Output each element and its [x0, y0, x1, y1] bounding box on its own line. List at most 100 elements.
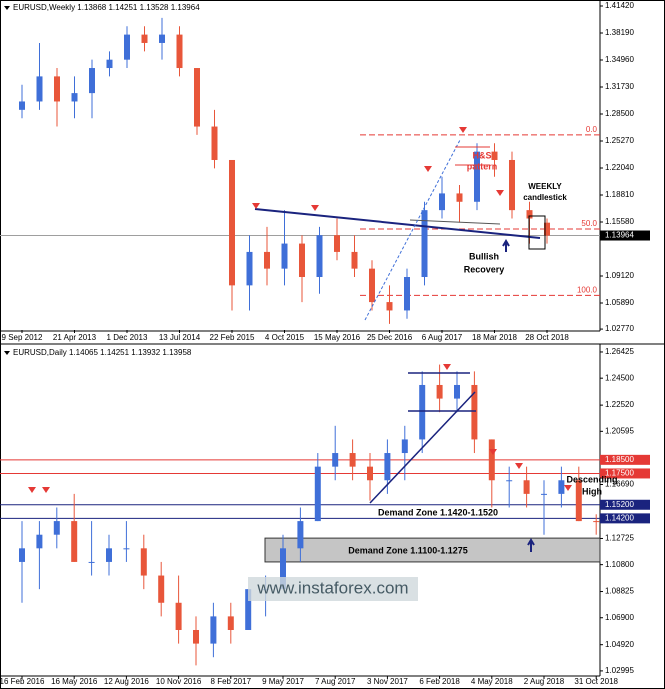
candle-body — [210, 616, 217, 644]
y-tick-label: 1.22040 — [605, 163, 634, 172]
fib-label: 0.0 — [586, 125, 598, 134]
x-tick-label: 12 Aug 2016 — [104, 677, 149, 686]
candle-body — [193, 629, 199, 644]
y-tick-label: 1.26425 — [605, 347, 634, 356]
annotation: H&S — [472, 150, 491, 160]
candle-body — [314, 466, 321, 522]
y-tick-label: 1.18810 — [605, 190, 634, 199]
trend-line — [409, 219, 501, 225]
level-label: 1.15200 — [605, 500, 634, 509]
y-tick-label: 1.28500 — [605, 109, 634, 118]
y-tick-label: 1.16690 — [605, 480, 634, 489]
x-tick-label: 3 Nov 2017 — [367, 677, 408, 686]
x-tick-label: 4 Oct 2015 — [265, 333, 305, 342]
candle-body — [526, 210, 533, 219]
candle-body — [106, 59, 113, 69]
candle-body — [71, 93, 78, 102]
candle-body — [245, 589, 252, 630]
candle-body — [140, 548, 147, 576]
watermark-box — [248, 577, 418, 601]
watermark: www.instaforex.com — [256, 578, 408, 597]
candle-body — [36, 534, 43, 549]
y-tick-label: 1.08825 — [605, 587, 634, 596]
x-tick-label: 15 May 2016 — [314, 333, 361, 342]
level-box — [600, 454, 650, 465]
annotation: WEEKLY — [528, 182, 562, 191]
trend-line — [364, 139, 461, 321]
neckline — [254, 208, 541, 239]
candle-body — [491, 151, 498, 160]
x-tick-label: 28 Oct 2018 — [525, 333, 569, 342]
annotation: High — [582, 486, 602, 496]
candle-body — [141, 34, 148, 43]
title-icon — [4, 351, 10, 355]
candle-body — [593, 521, 600, 523]
arrow — [527, 538, 535, 552]
x-tick-label: 6 Aug 2017 — [422, 333, 463, 342]
x-tick-label: 10 Nov 2016 — [156, 677, 202, 686]
price-label: 1.13964 — [605, 231, 634, 240]
fib-label: 50.0 — [581, 219, 597, 228]
y-tick-label: 1.09120 — [605, 271, 634, 280]
annotation: Recovery — [464, 264, 505, 274]
candle-body — [456, 193, 463, 202]
annotation: Descending — [566, 474, 617, 484]
y-tick-label: 1.31730 — [605, 82, 634, 91]
candle-body — [471, 384, 478, 440]
x-tick-label: 13 Jul 2014 — [159, 333, 201, 342]
candle-body — [264, 251, 270, 269]
level-label: 1.14200 — [605, 513, 634, 522]
y-tick-label: 1.12725 — [605, 534, 634, 543]
candle-body — [19, 548, 25, 562]
candle-body — [123, 548, 130, 550]
chart-title: EURUSD,Daily 1.14065 1.14251 1.13932 1.1… — [13, 348, 192, 357]
demand-zone — [264, 537, 601, 563]
annotation: Demand Zone 1.1420-1.1520 — [378, 507, 498, 517]
candle-body — [351, 251, 358, 269]
annotation: Bullish — [469, 251, 499, 261]
x-tick-label: 4 May 2018 — [471, 677, 513, 686]
arrow — [502, 239, 510, 252]
level-box — [600, 468, 650, 479]
candle-body — [575, 480, 582, 522]
markers — [252, 127, 504, 211]
annotation: candlestick — [523, 193, 567, 202]
candle-body — [158, 575, 165, 603]
x-tick-label: 16 May 2016 — [51, 677, 98, 686]
candle-body — [386, 302, 393, 311]
candle-body — [229, 159, 235, 286]
x-tick-label: 9 Sep 2012 — [2, 333, 43, 342]
candle-body — [316, 235, 323, 278]
level-label: 1.17500 — [605, 469, 634, 478]
candle-body — [281, 243, 288, 269]
plot: 1.41420 1.38190 1.34960 1.31730 1.28500 1.252… — [0, 1, 650, 686]
candle-body — [454, 384, 460, 399]
candle-body — [367, 466, 373, 481]
y-tick-label: 1.06900 — [605, 613, 634, 622]
level-box — [600, 499, 650, 510]
candle-body — [506, 480, 513, 482]
x-tick-label: 25 Dec 2016 — [367, 333, 413, 342]
candle-body — [175, 602, 182, 630]
candle-body — [523, 480, 530, 494]
candle-body — [401, 439, 408, 454]
annotation: Demand Zone 1.1100-1.1275 — [348, 545, 468, 555]
candle-body — [474, 151, 480, 202]
candle-body — [404, 277, 410, 311]
candle-body — [384, 453, 391, 481]
candle-body — [544, 222, 550, 236]
candle-body — [541, 493, 547, 495]
candle-body — [369, 268, 375, 303]
candle-body — [421, 210, 428, 278]
y-tick-label: 1.04920 — [605, 640, 634, 649]
y-tick-label: 1.02995 — [605, 666, 634, 675]
candle-body — [332, 453, 339, 467]
candle-body — [439, 193, 445, 211]
x-tick-label: 9 May 2017 — [262, 677, 304, 686]
candle-body — [419, 384, 426, 440]
candle-body — [280, 548, 286, 590]
y-tick-label: 1.41420 — [605, 1, 634, 10]
x-tick-label: 31 Oct 2018 — [574, 677, 618, 686]
annotation: pattern — [467, 161, 498, 171]
